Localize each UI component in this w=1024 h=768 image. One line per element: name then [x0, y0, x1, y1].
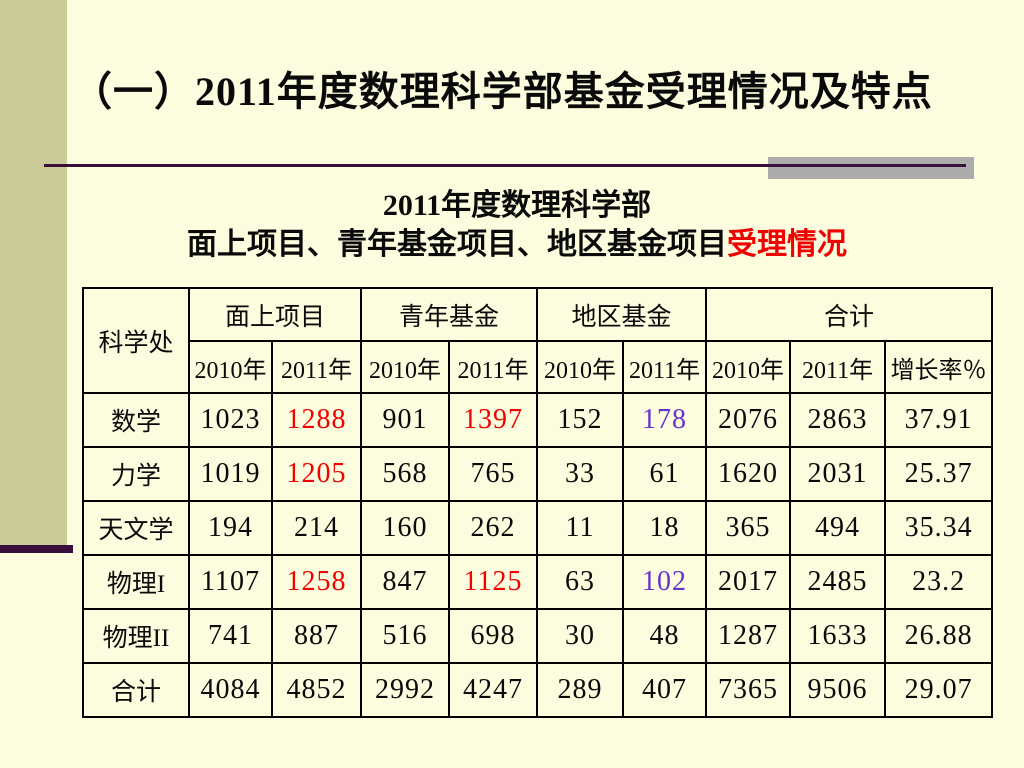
cell: 4084	[188, 662, 273, 718]
cell: 63	[536, 554, 625, 610]
cell: 11	[536, 500, 625, 556]
year-header: 2010年	[705, 340, 792, 394]
cell-highlight-red: 1397	[448, 392, 539, 448]
cell: 1287	[705, 608, 792, 664]
cell: 2863	[789, 392, 887, 448]
table-row-physics-2: 物理II 741 887 516 698 30 48 1287 1633 26.…	[82, 608, 994, 664]
year-header: 2011年	[270, 340, 363, 394]
year-header: 2010年	[360, 340, 451, 394]
cell: 25.37	[884, 446, 994, 502]
table-header-year-row: 2010年 2011年 2010年 2011年 2010年 2011年 2010…	[83, 340, 994, 394]
table-row-math: 数学 1023 1288 901 1397 152 178 2076 2863 …	[82, 392, 994, 448]
cell: 4852	[270, 662, 363, 718]
cell: 7365	[705, 662, 792, 718]
year-header: 2011年	[789, 340, 887, 394]
cell: 48	[622, 608, 708, 664]
cell: 901	[360, 392, 451, 448]
year-header: 2010年	[188, 340, 273, 394]
cell: 741	[188, 608, 273, 664]
cell: 1019	[188, 446, 273, 502]
cell: 194	[188, 500, 273, 556]
cell: 26.88	[884, 608, 994, 664]
cell-highlight-red: 1258	[270, 554, 363, 610]
caption-line-2-black: 面上项目、青年基金项目、地区基金项目	[187, 228, 727, 261]
table-caption: 2011年度数理科学部 面上项目、青年基金项目、地区基金项目受理情况	[17, 186, 1017, 264]
cell: 9506	[789, 662, 887, 718]
cell: 2485	[789, 554, 887, 610]
cell: 35.34	[884, 500, 994, 556]
cell: 33	[536, 446, 625, 502]
cell: 516	[360, 608, 451, 664]
cell: 1107	[188, 554, 273, 610]
cell: 698	[448, 608, 539, 664]
year-header: 2010年	[536, 340, 625, 394]
row-label: 力学	[82, 446, 190, 502]
title-underline-gray-block	[768, 157, 974, 179]
cell: 1620	[705, 446, 792, 502]
cell: 568	[360, 446, 451, 502]
cell: 30	[536, 608, 625, 664]
cell: 2076	[705, 392, 792, 448]
cell-highlight-red: 1205	[270, 446, 363, 502]
title-underline-rule	[44, 164, 966, 167]
cell-highlight-violet: 178	[622, 392, 708, 448]
cell-highlight-violet: 102	[622, 554, 708, 610]
cell: 1023	[188, 392, 273, 448]
cell: 847	[360, 554, 451, 610]
caption-line-2: 面上项目、青年基金项目、地区基金项目受理情况	[17, 225, 1017, 264]
cell: 4247	[448, 662, 539, 718]
cell: 2031	[789, 446, 887, 502]
cell: 152	[536, 392, 625, 448]
group-header-general-program: 面上项目	[187, 287, 363, 342]
cell: 1633	[789, 608, 887, 664]
cell: 494	[789, 500, 887, 556]
slide-title: （一）2011年度数理科学部基金受理情况及特点	[72, 69, 933, 114]
cell: 37.91	[884, 392, 994, 448]
cell-highlight-red: 1125	[448, 554, 539, 610]
table-row-astronomy: 天文学 194 214 160 262 11 18 365 494 35.34	[82, 500, 994, 556]
cell: 2992	[360, 662, 451, 718]
corner-header-cell: 科学处	[82, 287, 190, 394]
table-row-physics-1: 物理I 1107 1258 847 1125 63 102 2017 2485 …	[82, 554, 994, 610]
row-label: 天文学	[82, 500, 190, 556]
caption-line-1: 2011年度数理科学部	[382, 189, 652, 222]
growth-rate-header: 增长率％	[884, 340, 994, 394]
row-label: 合计	[82, 662, 190, 718]
cell: 887	[270, 608, 363, 664]
cell: 407	[622, 662, 708, 718]
table-row-mechanics: 力学 1019 1205 568 765 33 61 1620 2031 25.…	[82, 446, 994, 502]
cell: 61	[622, 446, 708, 502]
cell-highlight-red: 1288	[270, 392, 363, 448]
cell: 160	[360, 500, 451, 556]
table-row-total: 合计 4084 4852 2992 4247 289 407 7365 9506…	[82, 662, 994, 718]
table-header-group-row: 科学处 面上项目 青年基金 地区基金 合计	[82, 287, 994, 394]
group-header-regional-fund: 地区基金	[536, 287, 708, 342]
cell: 18	[622, 500, 708, 556]
cell: 262	[448, 500, 539, 556]
cell: 2017	[705, 554, 792, 610]
sidebar-bottom-accent-line	[0, 545, 73, 553]
year-header: 2011年	[622, 340, 708, 394]
cell: 765	[448, 446, 539, 502]
cell: 29.07	[884, 662, 994, 718]
cell: 289	[536, 662, 625, 718]
acceptance-statistics-table: 科学处 面上项目 青年基金 地区基金 合计 2010年 2011年 2010年 …	[82, 287, 994, 718]
year-header: 2011年	[448, 340, 539, 394]
row-label: 数学	[82, 392, 190, 448]
cell: 365	[705, 500, 792, 556]
group-header-youth-fund: 青年基金	[360, 287, 539, 342]
row-label: 物理I	[82, 554, 190, 610]
row-label: 物理II	[82, 608, 190, 664]
caption-line-2-red: 受理情况	[727, 228, 847, 261]
sidebar-accent-bar	[0, 0, 67, 545]
group-header-total: 合计	[705, 287, 994, 342]
cell: 214	[270, 500, 363, 556]
cell: 23.2	[884, 554, 994, 610]
